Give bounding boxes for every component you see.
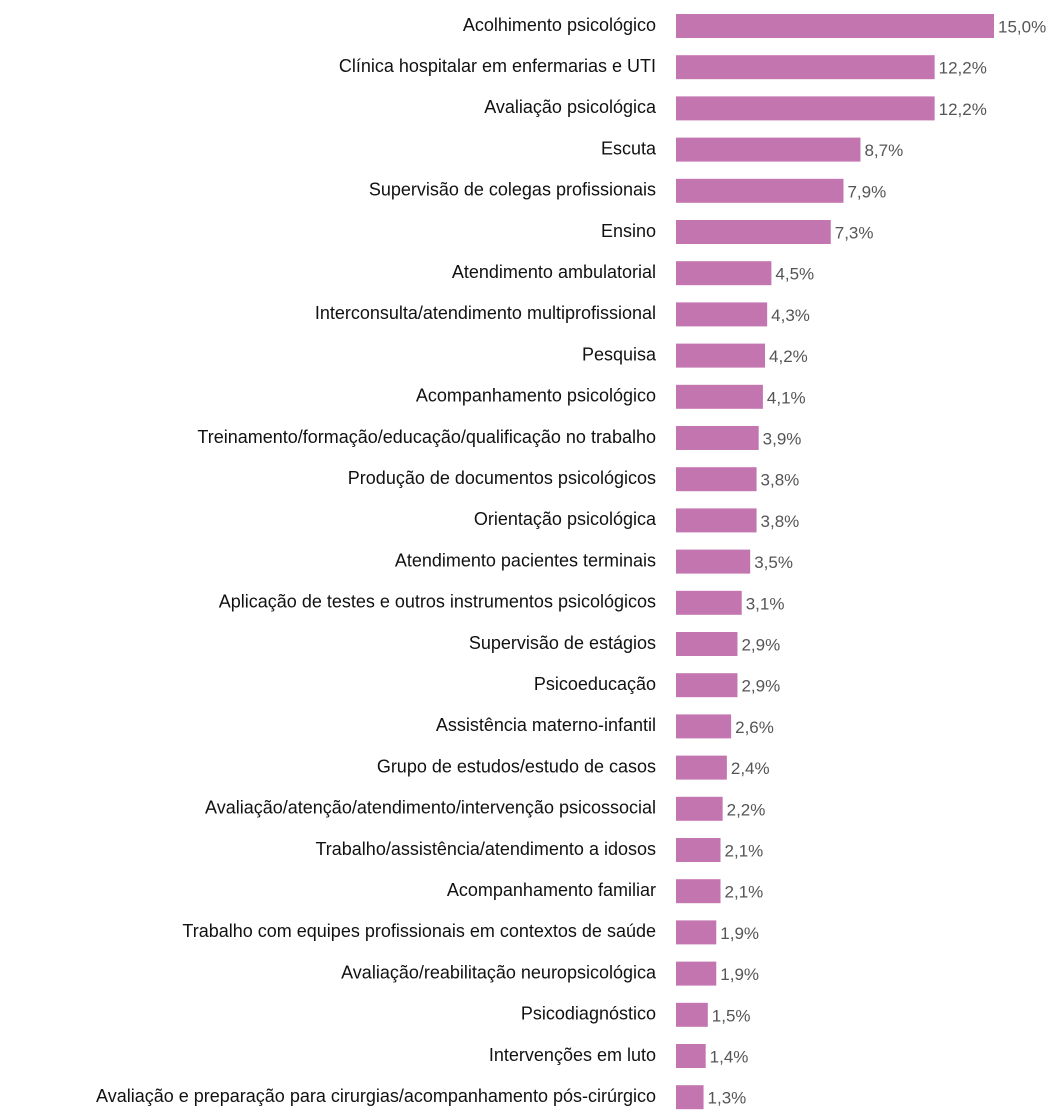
value-label: 2,6% (735, 718, 774, 737)
value-label: 1,9% (720, 965, 759, 984)
bar (676, 55, 935, 80)
bar (676, 467, 757, 492)
value-label: 3,9% (763, 429, 802, 448)
value-label: 3,8% (761, 471, 800, 490)
value-label: 4,3% (771, 306, 810, 325)
category-label: Pesquisa (582, 344, 657, 364)
value-label: 4,5% (775, 265, 814, 284)
category-label: Intervenções em luto (489, 1045, 656, 1065)
bar (676, 302, 768, 327)
bar (676, 755, 727, 780)
bar (676, 673, 738, 698)
bar (676, 508, 757, 533)
category-label: Avaliação psicológica (484, 97, 657, 117)
value-label: 7,3% (835, 223, 874, 242)
bar (676, 137, 861, 162)
value-label: 2,2% (727, 800, 766, 819)
bar (676, 838, 721, 862)
category-label: Supervisão de colegas profissionais (369, 180, 656, 200)
value-label: 4,2% (769, 347, 808, 366)
category-label: Psicoeducação (534, 674, 656, 694)
bar (676, 96, 935, 121)
value-label: 3,1% (746, 594, 785, 613)
bar (676, 796, 723, 821)
category-label: Produção de documentos psicológicos (348, 468, 656, 488)
bar (676, 220, 831, 244)
category-label: Escuta (601, 138, 657, 158)
bar (676, 343, 766, 368)
value-label: 3,5% (754, 553, 793, 572)
category-label: Atendimento pacientes terminais (395, 550, 656, 570)
category-label: Orientação psicológica (474, 509, 657, 529)
category-label: Grupo de estudos/estudo de casos (377, 756, 656, 776)
category-label: Acompanhamento familiar (447, 880, 656, 900)
category-label: Acolhimento psicológico (463, 15, 656, 35)
category-label: Assistência materno-infantil (436, 715, 656, 735)
value-label: 12,2% (939, 59, 987, 78)
value-label: 1,3% (708, 1089, 747, 1108)
value-label: 1,5% (712, 1006, 751, 1025)
bar (676, 384, 763, 409)
bar (676, 1044, 706, 1068)
category-label: Avaliação/reabilitação neuropsicológica (341, 962, 657, 982)
category-label: Atendimento ambulatorial (452, 262, 656, 282)
bar (676, 14, 994, 38)
bar (676, 961, 717, 986)
value-label: 2,9% (741, 635, 780, 654)
category-label: Aplicação de testes e outros instrumento… (219, 592, 656, 612)
value-label: 3,8% (761, 512, 800, 531)
value-label: 2,1% (725, 883, 764, 902)
category-label: Ensino (601, 221, 656, 241)
value-label: 2,9% (741, 677, 780, 696)
bar (676, 1002, 708, 1027)
bar (676, 261, 772, 286)
category-label: Trabalho/assistência/atendimento a idoso… (315, 839, 656, 859)
value-label: 2,1% (725, 841, 764, 860)
value-label: 4,1% (767, 388, 806, 407)
bar (676, 879, 721, 904)
category-label: Avaliação/atenção/atendimento/intervençã… (205, 798, 656, 818)
category-label: Acompanhamento psicológico (416, 386, 656, 406)
category-label: Trabalho com equipes profissionais em co… (182, 921, 656, 941)
category-label: Avaliação e preparação para cirurgias/ac… (96, 1086, 656, 1106)
bar (676, 549, 751, 574)
value-label: 12,2% (939, 100, 987, 119)
bar (676, 426, 759, 450)
category-label: Treinamento/formação/educação/qualificaç… (197, 427, 656, 447)
bar (676, 920, 717, 945)
category-label: Interconsulta/atendimento multiprofissio… (315, 303, 656, 323)
value-label: 1,4% (710, 1047, 749, 1066)
value-label: 2,4% (731, 759, 770, 778)
category-label: Clínica hospitalar em enfermarias e UTI (339, 56, 656, 76)
value-label: 8,7% (864, 141, 903, 160)
bar (676, 590, 742, 615)
value-label: 15,0% (998, 17, 1046, 36)
value-label: 1,9% (720, 924, 759, 943)
bar (676, 1085, 704, 1110)
value-label: 7,9% (847, 182, 886, 201)
category-label: Supervisão de estágios (469, 633, 656, 653)
bar (676, 632, 738, 656)
category-label: Psicodiagnóstico (521, 1004, 656, 1024)
bar (676, 178, 844, 203)
bar (676, 714, 732, 739)
